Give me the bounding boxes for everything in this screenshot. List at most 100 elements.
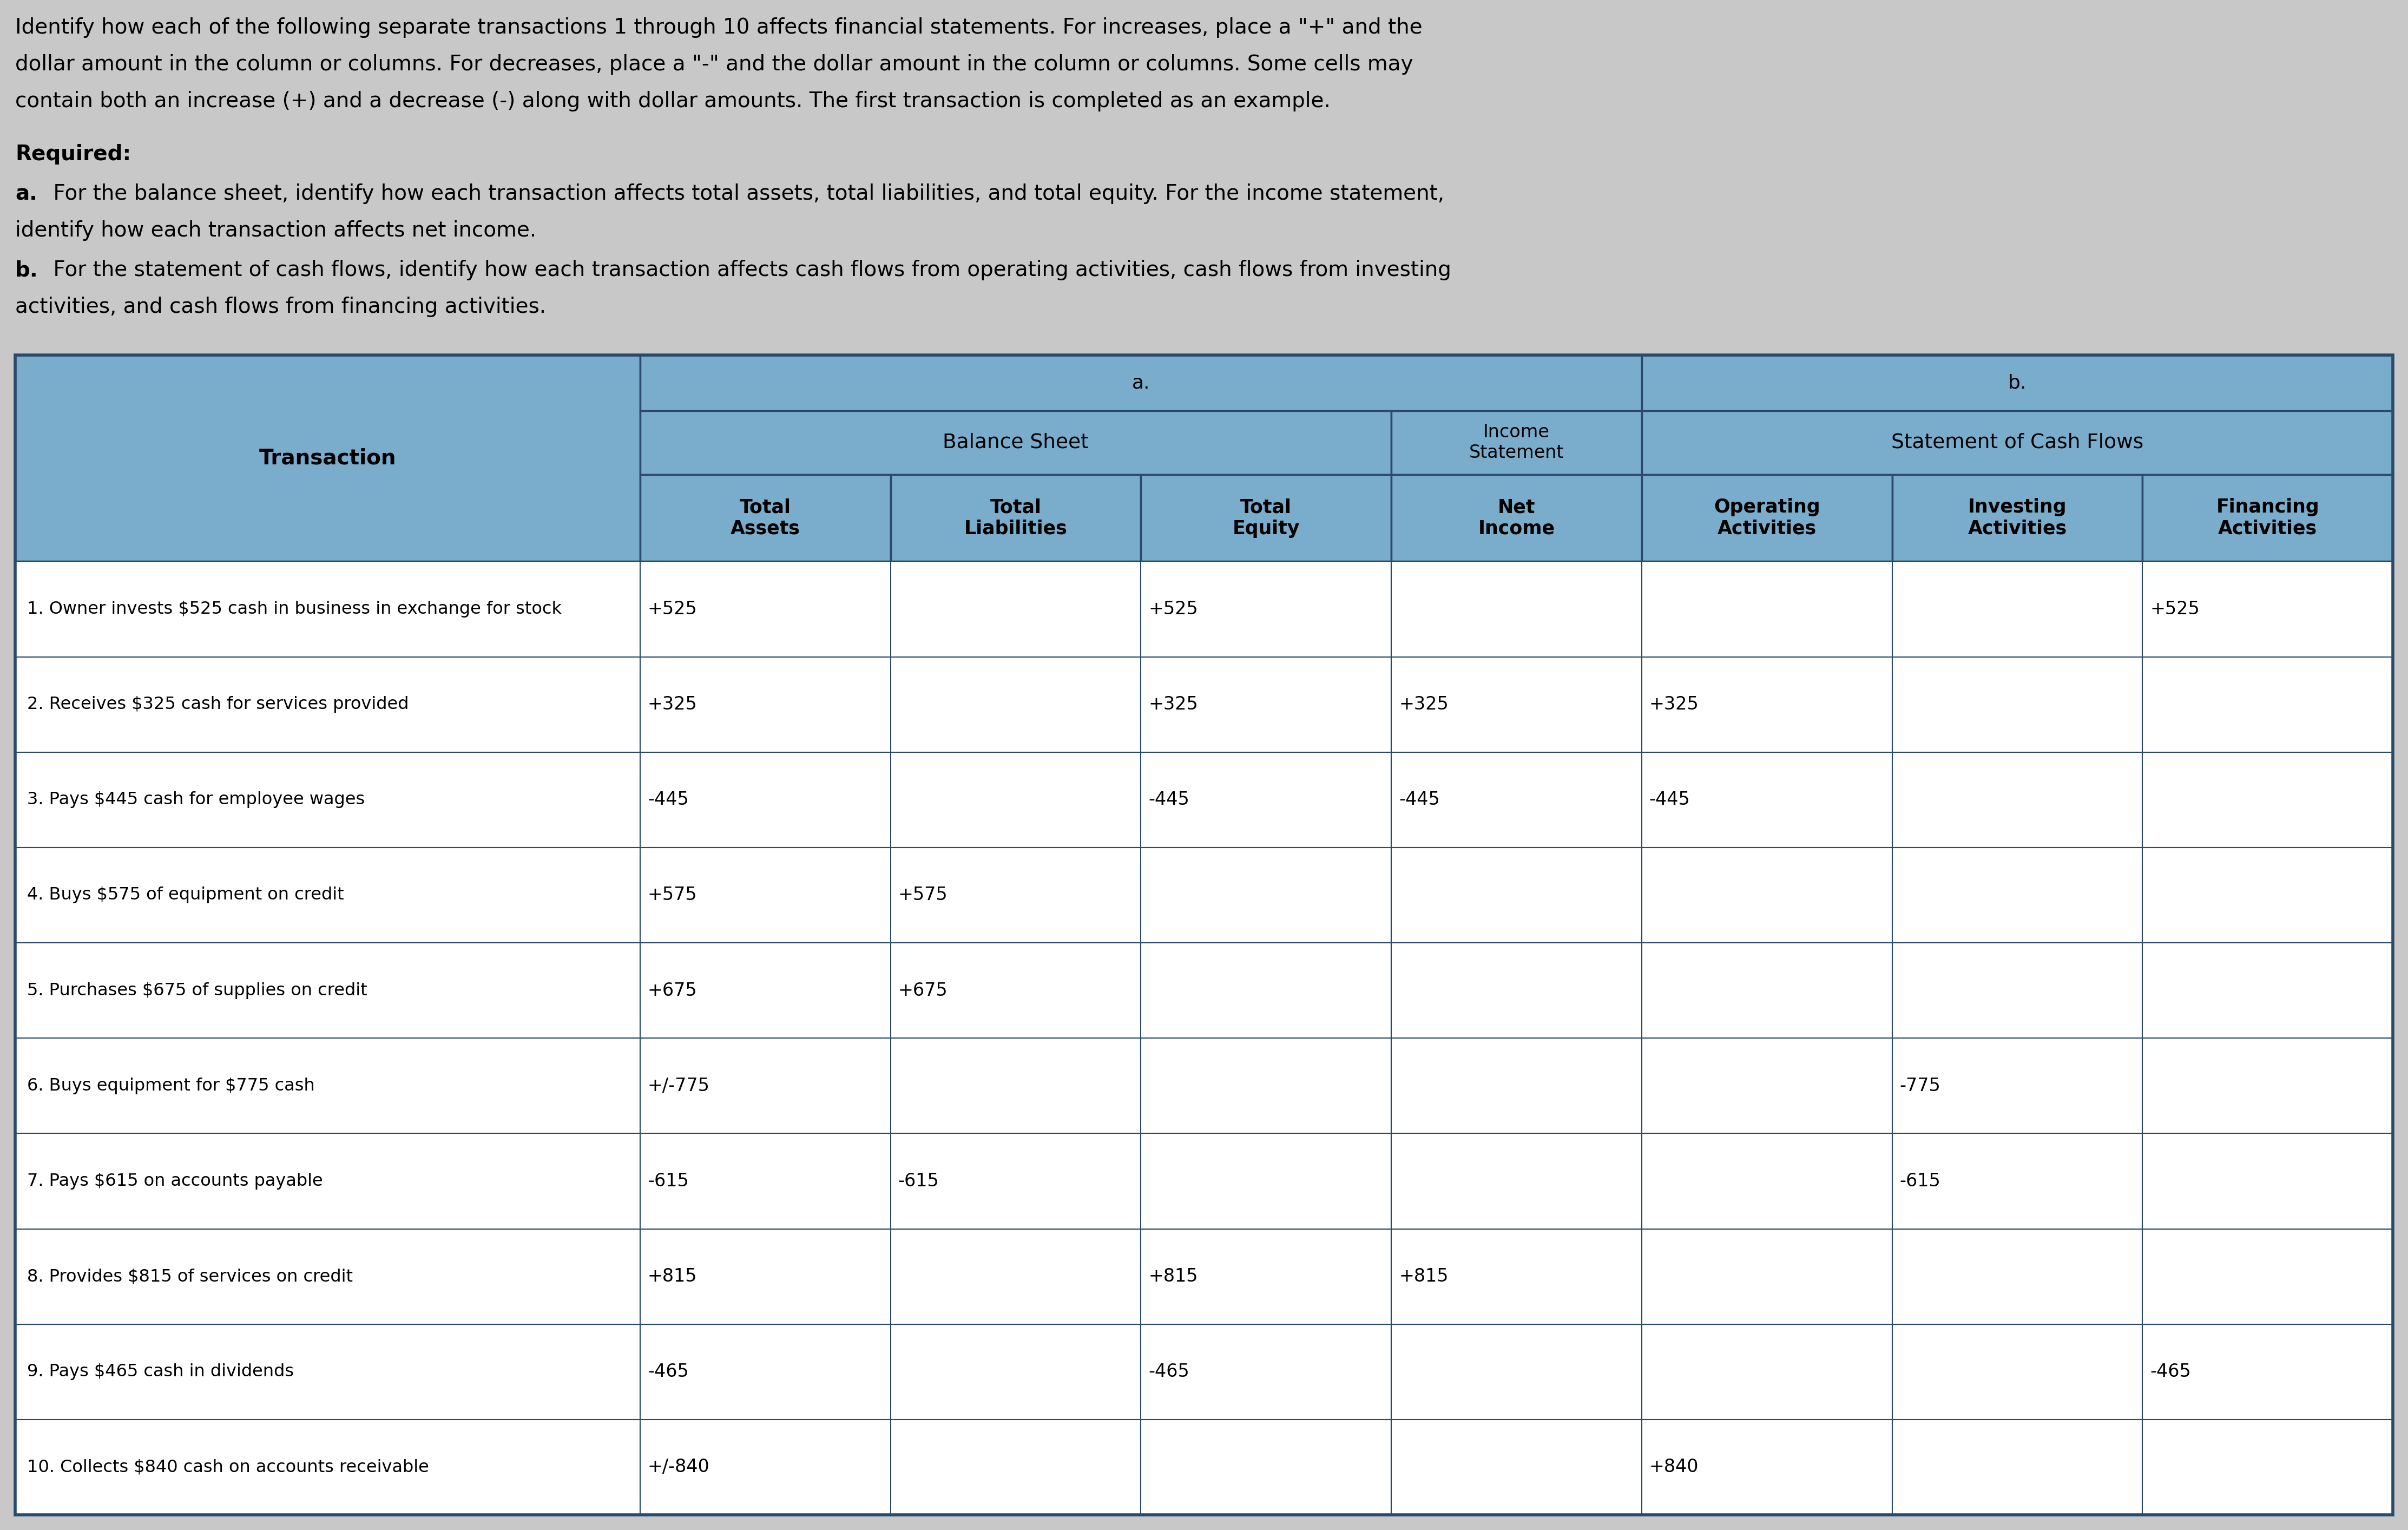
Bar (14, 656, 641, 753)
Bar (1141, 848, 1392, 942)
Bar (1141, 1229, 1392, 1323)
Text: +325: +325 (1649, 696, 1700, 713)
Bar (891, 562, 1141, 656)
Bar (1893, 1229, 2143, 1323)
Text: 10. Collects $840 cash on accounts receivable: 10. Collects $840 cash on accounts recei… (26, 1458, 429, 1475)
Text: +/-840: +/-840 (648, 1458, 710, 1476)
Text: +840: +840 (1649, 1458, 1698, 1476)
Text: +815: +815 (1149, 1267, 1199, 1285)
Bar (641, 410, 1392, 474)
Bar (1642, 1039, 1893, 1134)
Bar (14, 848, 641, 942)
Bar (1141, 656, 1392, 753)
Bar (1893, 656, 2143, 753)
Bar (14, 355, 2394, 1515)
Text: +675: +675 (648, 982, 698, 999)
Text: Total
Equity: Total Equity (1233, 499, 1300, 539)
Text: -615: -615 (648, 1172, 689, 1190)
Bar (891, 753, 1141, 848)
Text: b.: b. (14, 260, 39, 280)
Bar (2143, 753, 2394, 848)
Bar (1141, 1420, 1392, 1515)
Text: -465: -465 (1149, 1363, 1190, 1380)
Bar (1642, 1229, 1893, 1323)
Bar (1642, 562, 1893, 656)
Bar (641, 355, 1642, 410)
Text: Balance Sheet: Balance Sheet (944, 433, 1088, 453)
Bar (1893, 848, 2143, 942)
Bar (14, 1229, 641, 1323)
Text: 7. Pays $615 on accounts payable: 7. Pays $615 on accounts payable (26, 1174, 323, 1189)
Text: +815: +815 (648, 1267, 698, 1285)
Bar (891, 1229, 1141, 1323)
Text: -465: -465 (648, 1363, 689, 1380)
Text: 2. Receives $325 cash for services provided: 2. Receives $325 cash for services provi… (26, 696, 409, 713)
Text: +325: +325 (1149, 696, 1199, 713)
Bar (1893, 562, 2143, 656)
Text: -775: -775 (1900, 1077, 1941, 1095)
Bar (1893, 474, 2143, 562)
Text: 8. Provides $815 of services on credit: 8. Provides $815 of services on credit (26, 1268, 354, 1285)
Bar (1893, 942, 2143, 1039)
Bar (891, 1039, 1141, 1134)
Bar (2143, 474, 2394, 562)
Text: contain both an increase (+) and a decrease (-) along with dollar amounts. The f: contain both an increase (+) and a decre… (14, 90, 1332, 112)
Text: b.: b. (2008, 373, 2028, 392)
Text: +525: +525 (2150, 600, 2199, 618)
Bar (14, 562, 641, 656)
Bar (14, 355, 641, 562)
Bar (641, 562, 891, 656)
Text: +/-775: +/-775 (648, 1077, 710, 1095)
Text: 5. Purchases $675 of supplies on credit: 5. Purchases $675 of supplies on credit (26, 982, 366, 999)
Bar (641, 753, 891, 848)
Bar (1141, 942, 1392, 1039)
Bar (1642, 474, 1893, 562)
Text: +525: +525 (648, 600, 698, 618)
Bar (641, 656, 891, 753)
Text: identify how each transaction affects net income.: identify how each transaction affects ne… (14, 220, 537, 240)
Text: For the statement of cash flows, identify how each transaction affects cash flow: For the statement of cash flows, identif… (46, 260, 1452, 280)
Text: Financing
Activities: Financing Activities (2215, 499, 2319, 539)
Bar (2143, 656, 2394, 753)
Text: Statement of Cash Flows: Statement of Cash Flows (1890, 433, 2143, 453)
Bar (14, 942, 641, 1039)
Bar (2143, 1134, 2394, 1229)
Text: Total
Liabilities: Total Liabilities (963, 499, 1067, 539)
Bar (1642, 1420, 1893, 1515)
Text: +525: +525 (1149, 600, 1199, 618)
Bar (14, 1039, 641, 1134)
Bar (1642, 1134, 1893, 1229)
Bar (2143, 1420, 2394, 1515)
Bar (891, 1134, 1141, 1229)
Bar (2143, 1323, 2394, 1420)
Bar (1893, 1420, 2143, 1515)
Bar (891, 656, 1141, 753)
Bar (1642, 1323, 1893, 1420)
Bar (1392, 562, 1642, 656)
Bar (1392, 474, 1642, 562)
Text: +815: +815 (1399, 1267, 1447, 1285)
Bar (1893, 1039, 2143, 1134)
Bar (641, 1134, 891, 1229)
Bar (891, 1420, 1141, 1515)
Bar (1893, 1134, 2143, 1229)
Bar (2143, 562, 2394, 656)
Text: -615: -615 (1900, 1172, 1941, 1190)
Text: a.: a. (14, 184, 39, 203)
Bar (2143, 1229, 2394, 1323)
Bar (891, 942, 1141, 1039)
Bar (14, 1420, 641, 1515)
Text: For the balance sheet, identify how each transaction affects total assets, total: For the balance sheet, identify how each… (46, 184, 1445, 203)
Bar (1893, 1323, 2143, 1420)
Text: Operating
Activities: Operating Activities (1714, 499, 1820, 539)
Bar (1141, 1134, 1392, 1229)
Bar (1392, 1134, 1642, 1229)
Bar (14, 753, 641, 848)
Bar (1642, 848, 1893, 942)
Text: Income
Statement: Income Statement (1469, 424, 1563, 462)
Text: Transaction: Transaction (260, 448, 397, 468)
Bar (641, 942, 891, 1039)
Text: 1. Owner invests $525 cash in business in exchange for stock: 1. Owner invests $525 cash in business i… (26, 601, 561, 618)
Bar (2143, 848, 2394, 942)
Bar (641, 1323, 891, 1420)
